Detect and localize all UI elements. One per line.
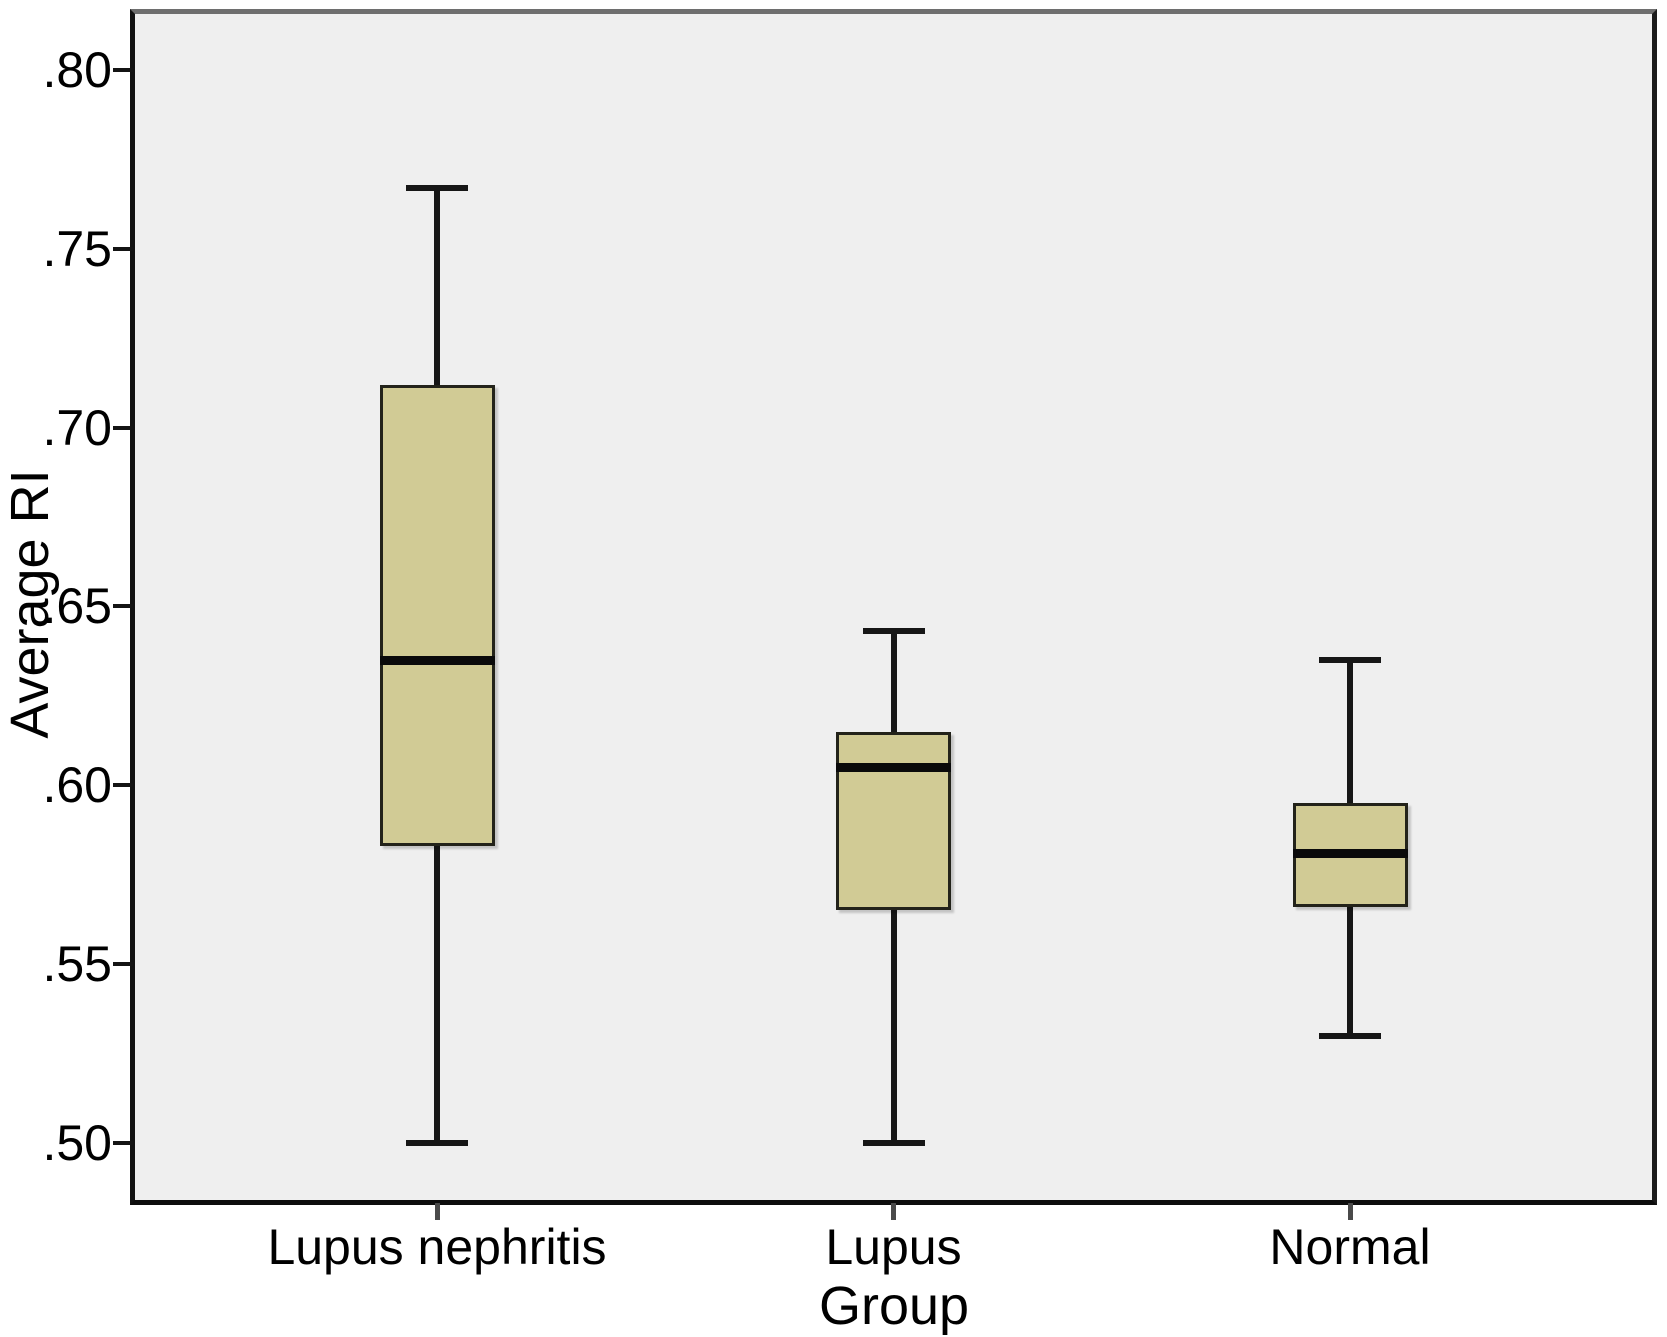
y-tick <box>113 425 133 430</box>
y-tick <box>113 783 133 788</box>
x-tick-label: Normal <box>1269 1219 1431 1275</box>
y-tick <box>113 246 133 251</box>
x-tick <box>1347 1203 1353 1220</box>
box <box>379 384 495 846</box>
y-tick <box>113 962 133 966</box>
y-tick-label: .65 <box>42 578 112 635</box>
x-axis-title: Group <box>818 1276 970 1336</box>
lower-whisker-cap <box>406 1139 468 1146</box>
y-tick-label: .75 <box>42 220 112 277</box>
median-line <box>1292 848 1408 858</box>
x-tick <box>891 1203 896 1220</box>
upper-whisker <box>1347 660 1353 804</box>
upper-whisker-cap <box>406 185 468 191</box>
y-tick-label: .50 <box>42 1114 112 1171</box>
lower-whisker <box>1347 906 1353 1036</box>
upper-whisker <box>434 188 440 385</box>
median-line <box>836 762 951 772</box>
y-tick-label: .70 <box>42 399 112 456</box>
lower-whisker-cap <box>1319 1032 1381 1039</box>
y-tick <box>113 68 133 72</box>
median-line <box>379 655 495 665</box>
upper-whisker-cap <box>862 628 925 635</box>
y-tick-label: .60 <box>42 757 112 814</box>
lower-whisker <box>434 845 440 1143</box>
x-tick <box>434 1203 440 1220</box>
upper-whisker <box>890 631 897 732</box>
upper-whisker-cap <box>1319 657 1381 664</box>
y-tick <box>113 1140 133 1145</box>
y-tick-label: .80 <box>42 42 112 98</box>
x-tick-label: Lupus nephritis <box>267 1219 607 1275</box>
lower-whisker <box>890 910 897 1143</box>
y-tick <box>113 604 133 609</box>
y-tick-label: .55 <box>42 936 112 992</box>
x-tick-label: Lupus <box>825 1219 962 1275</box>
lower-whisker-cap <box>862 1139 925 1146</box>
box <box>836 731 951 911</box>
